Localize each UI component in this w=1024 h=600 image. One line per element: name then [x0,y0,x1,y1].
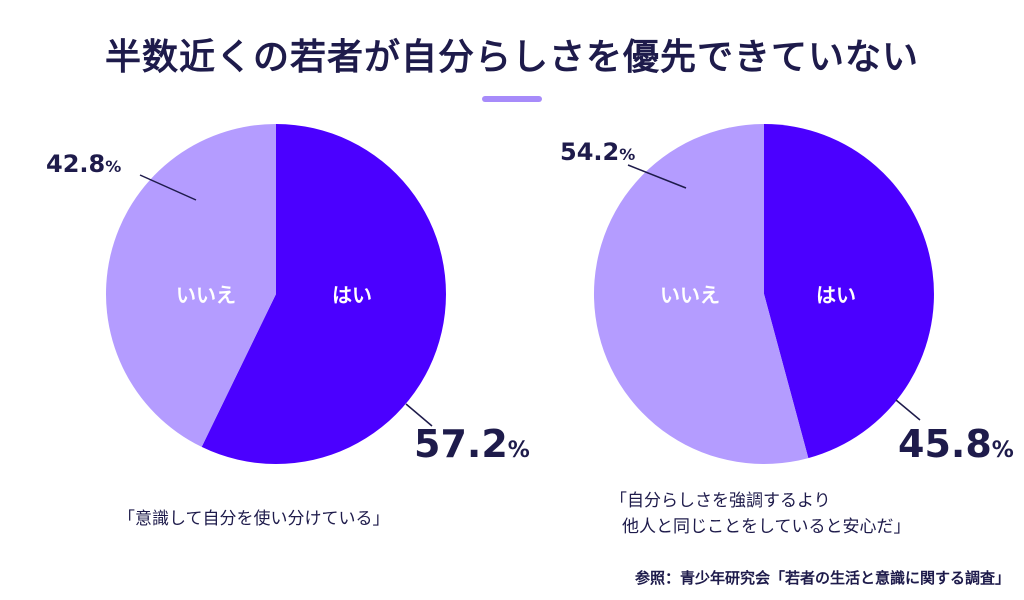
pie-chart-1: はい いいえ 42.8% 57.2% [46,124,530,466]
pie-1-pct-no-unit: % [105,157,121,176]
pie-1-leader-no [139,174,197,201]
pie-2-label-no: いいえ [660,283,720,307]
title-underline [482,96,542,102]
pie-1-label-no: いいえ [176,283,236,307]
pie-2-pct-yes-value: 45.8 [898,422,992,466]
pie-2-pct-no-unit: % [619,145,635,164]
source-citation: 参照：青少年研究会「若者の生活と意識に関する調査」 [634,569,1010,587]
pie-2-caption-line2: 他人と同じことをしていると安心だ」 [622,517,911,537]
pie-1-slice-no [105,124,277,447]
pie-2-leader-no [627,164,687,189]
pie-2-pct-yes: 45.8% [898,422,1014,466]
chart-title: 半数近くの若者が自分らしさを優先できていない [104,37,919,78]
pie-chart-2: はい いいえ 54.2% 45.8% [560,124,1014,466]
pie-2-label-yes: はい [816,283,856,307]
pie-1-leader-yes [405,403,433,427]
pie-2-pct-no: 54.2% [560,138,635,166]
pie-1-pct-yes-unit: % [508,438,530,463]
pie-1-label-yes: はい [332,283,372,307]
pie-2-pct-yes-unit: % [992,438,1014,463]
pie-2-pct-no-value: 54.2 [560,138,619,166]
pie-1-pct-no: 42.8% [46,150,121,178]
pie-2-caption: 「自分らしさを強調するより 他人と同じことをしていると安心だ」 [610,488,911,540]
pie-2-slice-yes [764,124,934,459]
pie-2-caption-line1: 「自分らしさを強調するより [610,491,831,511]
pie-1-pct-no-value: 42.8 [46,150,105,178]
pie-2-slice-no [593,124,809,464]
pie-1-caption: 「意識して自分を使い分けている」 [118,509,390,529]
pie-1-slice-yes [201,124,446,464]
pie-1-pct-yes: 57.2% [414,422,530,466]
pie-2-leader-yes [895,399,921,421]
pie-1-pct-yes-value: 57.2 [414,422,508,466]
